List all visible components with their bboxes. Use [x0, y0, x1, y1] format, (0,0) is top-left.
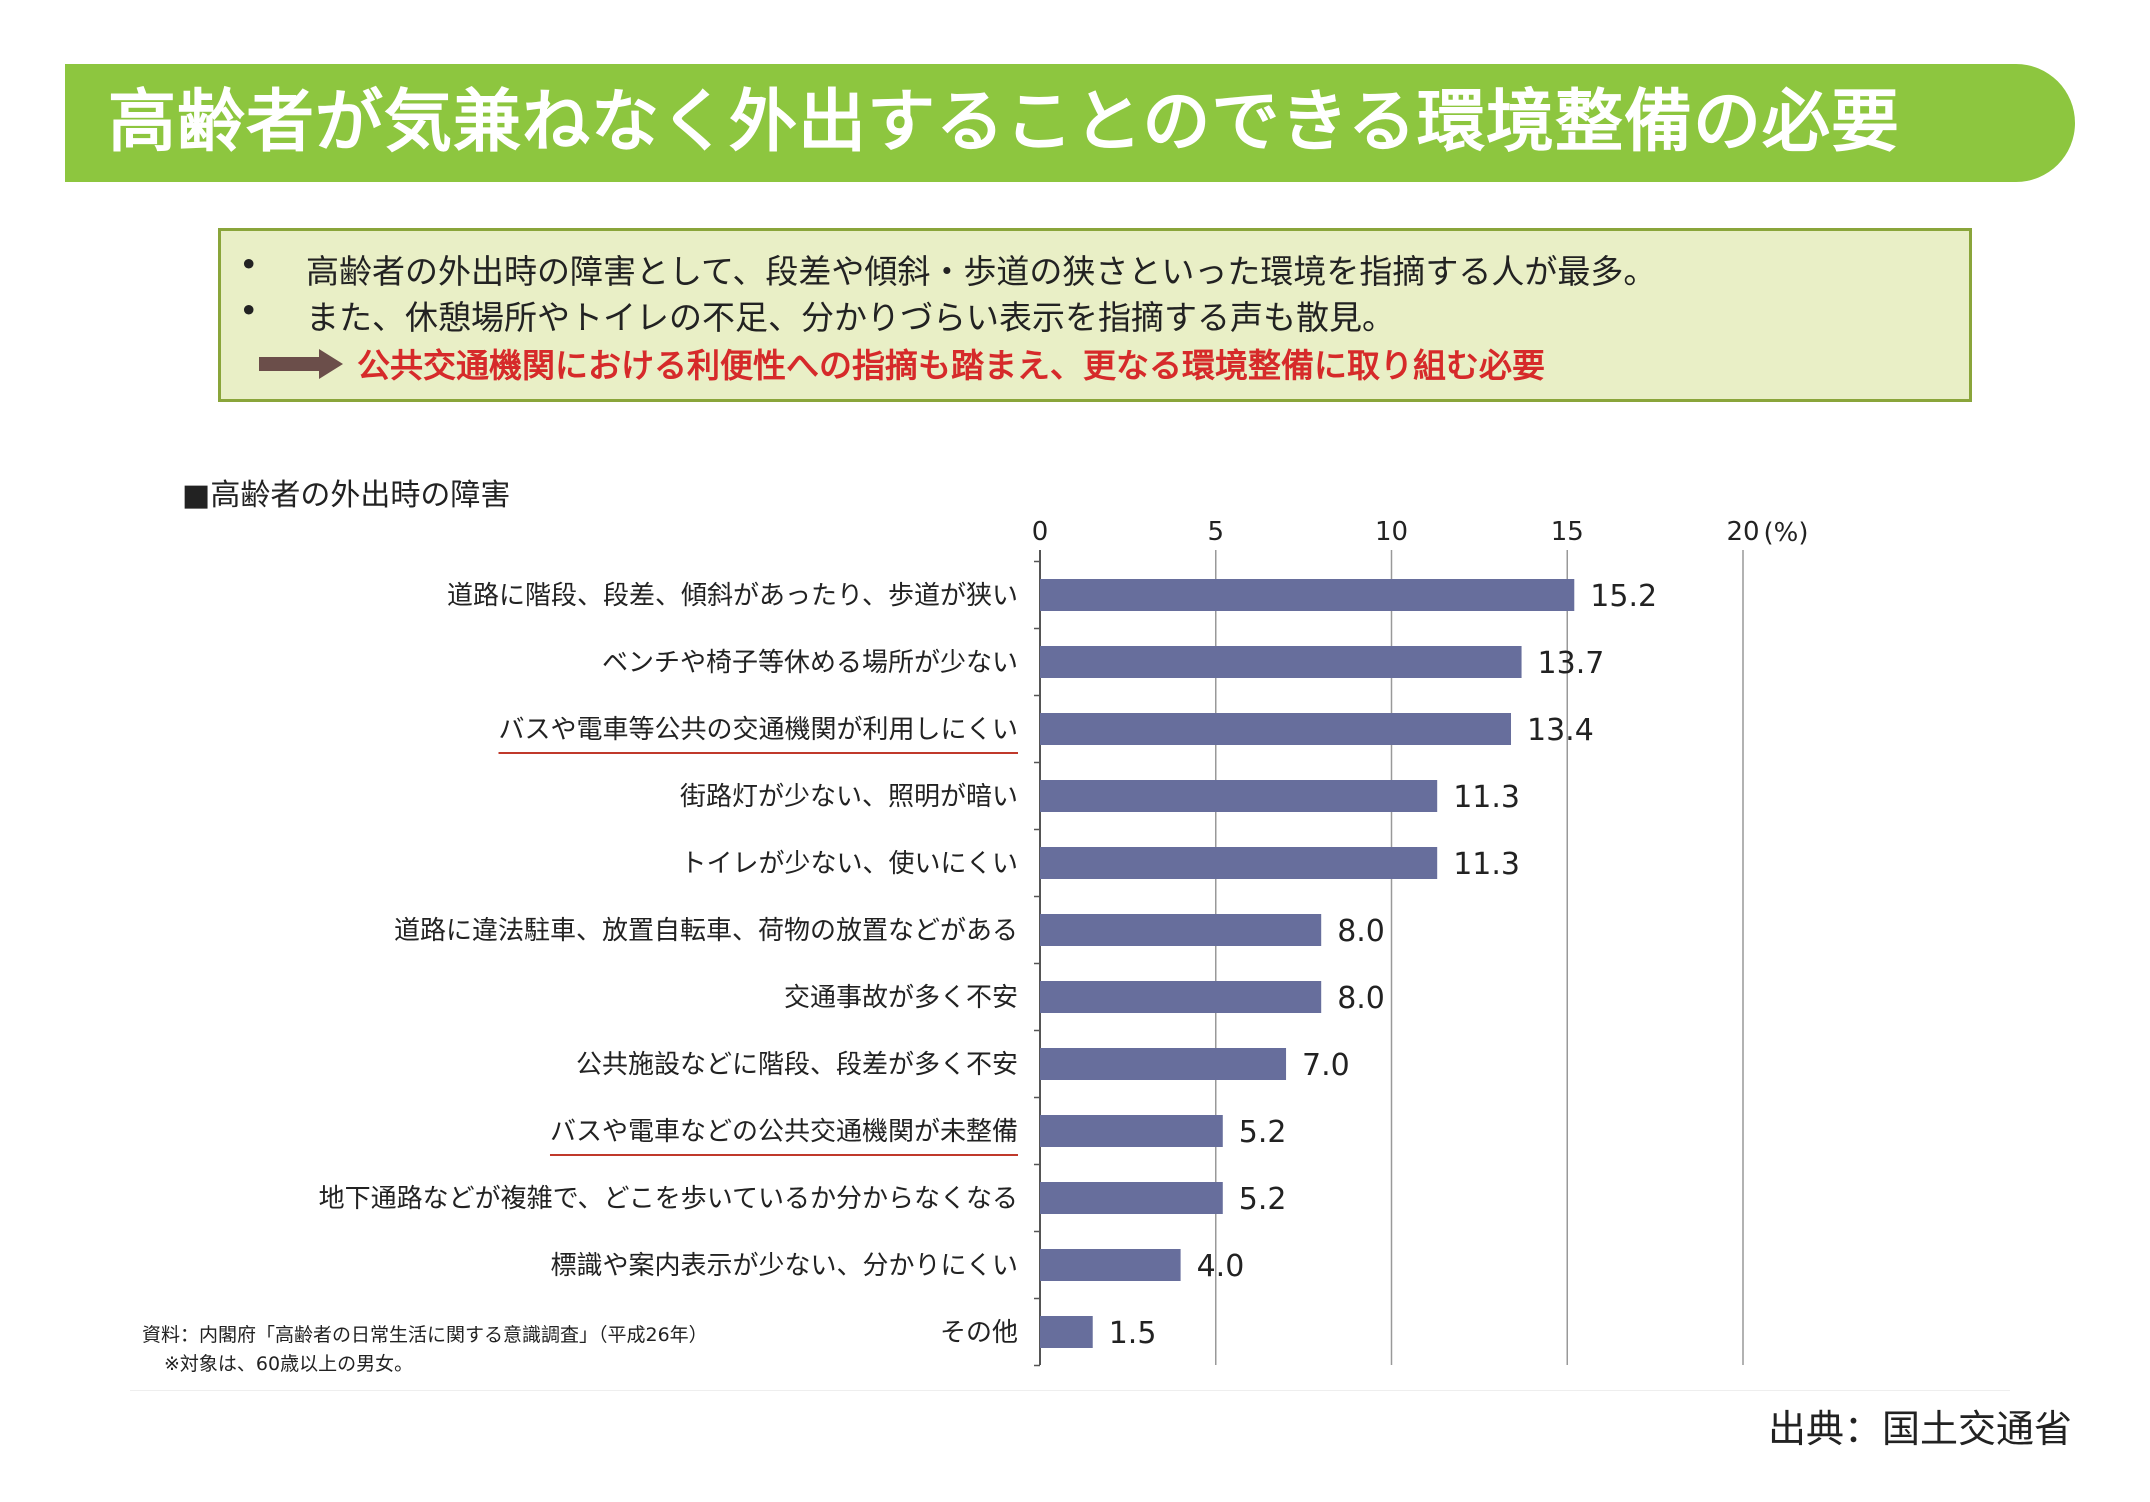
data-label: 15.2 — [1590, 579, 1657, 614]
bar — [1040, 579, 1575, 611]
axis-unit-label: (%) — [1764, 518, 1809, 548]
bar — [1040, 847, 1438, 879]
tick-label: 15 — [1551, 517, 1584, 547]
source-credit: 出典：国土交通省 — [1767, 1407, 2072, 1451]
data-label: 13.7 — [1538, 646, 1605, 681]
data-source-note: 資料：内閣府「高齢者の日常生活に関する意識調査」（平成26年） — [142, 1324, 708, 1346]
category-label: 地下通路などが複雑で、どこを歩いているか分からなくなる — [319, 1184, 1018, 1214]
bar — [1040, 1182, 1223, 1214]
conclusion-text: 公共交通機関における利便性への指摘も踏まえ、更なる環境整備に取り組む必要 — [357, 346, 1545, 385]
bar — [1040, 1316, 1093, 1348]
page-title: 高齢者が気兼ねなく外出することのできる環境整備の必要 — [108, 83, 1900, 162]
data-label: 11.3 — [1453, 780, 1520, 815]
target-note: ※対象は、60歳以上の男女。 — [164, 1353, 414, 1375]
data-label: 1.5 — [1109, 1316, 1157, 1351]
bullet-icon: • — [239, 291, 259, 330]
category-label: 交通事故が多く不安 — [784, 983, 1018, 1013]
summary-bullet-2-text: また、休憩場所やトイレの不足、分かりづらい表示を指摘する声も散見。 — [306, 298, 1395, 337]
tick-label: 10 — [1375, 517, 1408, 547]
summary-bullet-1-text: 高齢者の外出時の障害として、段差や傾斜・歩道の狭さといった環境を指摘する人が最多… — [306, 252, 1657, 291]
tick-label: 20 — [1726, 517, 1759, 547]
category-label: 公共施設などに階段、段差が多く不安 — [576, 1050, 1018, 1080]
title-banner — [65, 64, 2075, 182]
bar — [1040, 780, 1438, 812]
bar — [1040, 914, 1322, 946]
bullet-icon: • — [239, 245, 259, 284]
category-label: 道路に違法駐車、放置自転車、荷物の放置などがある — [394, 916, 1018, 946]
data-label: 7.0 — [1302, 1048, 1350, 1083]
data-label: 4.0 — [1197, 1249, 1245, 1284]
summary-box: • 高齢者の外出時の障害として、段差や傾斜・歩道の狭さといった環境を指摘する人が… — [218, 228, 1972, 402]
bar — [1040, 1048, 1287, 1080]
chart-title: ■高齢者の外出時の障害 — [182, 478, 511, 513]
data-label: 8.0 — [1337, 981, 1385, 1016]
bar — [1040, 646, 1522, 678]
bar — [1040, 713, 1512, 745]
bar — [1040, 1249, 1181, 1281]
category-label: バスや電車等公共の交通機関が利用しにくい — [499, 715, 1018, 745]
data-label: 5.2 — [1239, 1115, 1287, 1150]
data-label: 11.3 — [1453, 847, 1520, 882]
data-label: 5.2 — [1239, 1182, 1287, 1217]
category-label: その他 — [940, 1318, 1018, 1348]
bar — [1040, 1115, 1223, 1147]
category-label: 街路灯が少ない、照明が暗い — [680, 782, 1018, 812]
category-label: ベンチや椅子等休める場所が少ない — [602, 648, 1018, 678]
data-label: 13.4 — [1527, 713, 1594, 748]
tick-label: 0 — [1032, 517, 1049, 547]
category-label: バスや電車などの公共交通機関が未整備 — [550, 1117, 1018, 1147]
tick-label: 5 — [1207, 517, 1224, 547]
data-label: 8.0 — [1337, 914, 1385, 949]
bar — [1040, 981, 1322, 1013]
category-label: 標識や案内表示が少ない、分かりにくい — [551, 1251, 1018, 1281]
category-label: トイレが少ない、使いにくい — [681, 849, 1018, 879]
category-label: 道路に階段、段差、傾斜があったり、歩道が狭い — [447, 581, 1018, 611]
chart-panel — [130, 440, 2010, 1391]
arrow-right-icon — [259, 349, 343, 379]
